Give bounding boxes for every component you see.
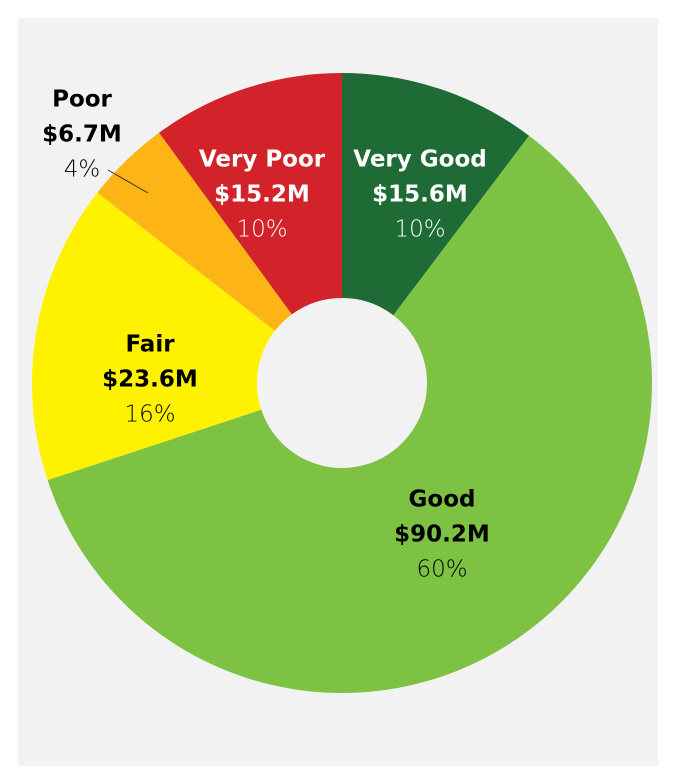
slice-category-label: Fair — [125, 332, 175, 358]
donut-slice — [47, 135, 652, 694]
slice-percent-label: 10% — [236, 217, 287, 243]
slice-category-label: Good — [409, 487, 476, 513]
slice-category-label: Very Good — [353, 147, 486, 173]
slice-value-label: $23.6M — [102, 367, 198, 393]
donut-slice — [97, 132, 292, 331]
slice-category-label: Poor — [52, 87, 112, 113]
donut-slice — [31, 192, 275, 481]
slice-percent-label: 60% — [416, 557, 467, 583]
slice-value-label: $15.2M — [214, 182, 310, 208]
donut-slice — [159, 73, 342, 315]
slice-value-label: $15.6M — [372, 182, 468, 208]
donut-slice — [342, 73, 530, 316]
slice-percent-label: 4% — [64, 157, 101, 183]
slice-value-label: $90.2M — [394, 522, 490, 548]
leader-line — [107, 169, 149, 194]
slice-percent-label: 16% — [124, 402, 175, 428]
slice-percent-label: 10% — [394, 217, 445, 243]
slice-category-label: Very Poor — [199, 147, 326, 173]
slice-value-label: $6.7M — [42, 122, 122, 148]
